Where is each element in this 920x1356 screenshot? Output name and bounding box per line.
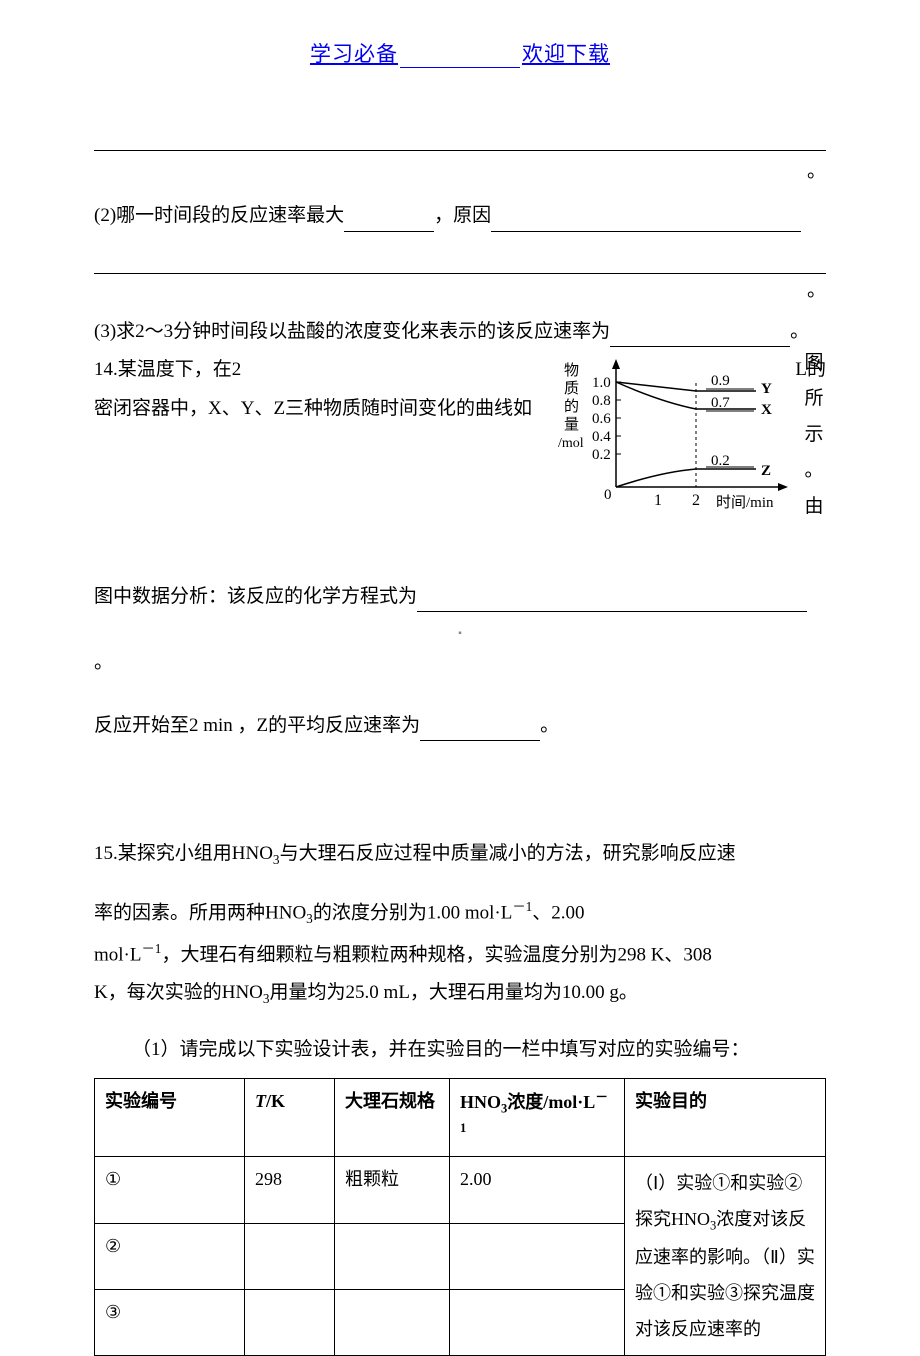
table-row: ① 298 粗颗粒 2.00 （Ⅰ）实验①和实验②探究HNO3浓度对该反应速率的… bbox=[95, 1157, 826, 1223]
label-z: Z bbox=[761, 463, 771, 479]
q14-line1-prefix: 14.某温度下，在2 bbox=[94, 359, 241, 380]
q15-p3: mol·L－1，大理石有细颗粒与粗颗粒两种规格，实验温度分别为298 K、308 bbox=[94, 938, 826, 971]
xtick: 1 bbox=[654, 492, 662, 509]
q2-blank-1 bbox=[344, 209, 434, 232]
q2-blank-2 bbox=[491, 209, 801, 232]
q15-p2: 率的因素。所用两种HNO3的浓度分别为1.00 mol·L－1、2.00 bbox=[94, 896, 826, 929]
ylabel-char: 物 bbox=[564, 362, 579, 379]
ytick: 0.4 bbox=[592, 429, 611, 445]
ylabel-char: 量 bbox=[564, 417, 579, 433]
ytick: 0.8 bbox=[592, 393, 611, 409]
th-conc: HNO3浓度/mol·L－1 bbox=[450, 1078, 625, 1157]
concentration-chart: 物 质 的 量 /mol 1.0 0.8 0.6 0.4 0.2 0 bbox=[556, 347, 796, 517]
side-char: 示 bbox=[802, 417, 826, 453]
q14-line2: 密闭容器中，X、Y、Z三种物质随时间变化的曲线如 bbox=[94, 394, 534, 424]
ytick: 0.2 bbox=[592, 447, 611, 463]
cell-empty bbox=[450, 1223, 625, 1289]
label-y: Y bbox=[761, 381, 772, 397]
x-axis-arrow bbox=[778, 483, 788, 491]
cell-id-3: ③ bbox=[95, 1289, 245, 1355]
th-purpose: 实验目的 bbox=[625, 1078, 826, 1157]
q2-prefix: (2)哪一时间段的反应速率最大 bbox=[94, 205, 344, 226]
q14-line3-text: 图中数据分析：该反应的化学方程式为 bbox=[94, 586, 417, 607]
q2-mid: ，原因 bbox=[434, 205, 491, 226]
q14-line5-a: 反应开始至2 min ，Z的平均反应速率为 bbox=[94, 715, 420, 736]
center-marker: ▪ bbox=[458, 628, 462, 639]
ylabel-char: 的 bbox=[564, 398, 579, 415]
yunit-label: /mol bbox=[558, 436, 584, 451]
side-char: 。 bbox=[802, 453, 826, 489]
q2-blank-line-2 bbox=[94, 252, 826, 275]
q14-rate-blank bbox=[420, 718, 540, 741]
th-spec: 大理石规格 bbox=[335, 1078, 450, 1157]
q14-line5-b: 。 bbox=[540, 715, 559, 736]
blank-full-line bbox=[94, 128, 826, 151]
q15-p1: 15.某探究小组用HNO3与大理石反应过程中质量减小的方法，研究影响反应速 bbox=[94, 839, 826, 870]
line-end-period: 。 bbox=[94, 157, 826, 187]
question-2: (2)哪一时间段的反应速率最大 ，原因 bbox=[94, 201, 826, 231]
q3-end: 。 bbox=[790, 321, 809, 342]
curve-y bbox=[616, 382, 756, 391]
cell-t-1: 298 bbox=[245, 1157, 335, 1223]
cell-id-1: ① bbox=[95, 1157, 245, 1223]
q3-blank bbox=[610, 324, 790, 347]
side-char: 所 bbox=[802, 381, 826, 417]
document-body: 。 (2)哪一时间段的反应速率最大 ，原因 。 (3)求2～3分钟时间段以盐酸的浓… bbox=[0, 68, 920, 1356]
cell-empty bbox=[450, 1289, 625, 1355]
q2-end-period: 。 bbox=[94, 276, 826, 306]
side-char: 图 bbox=[802, 345, 826, 381]
question-14-block: 14.某温度下，在2 L的 密闭容器中，X、Y、Z三种物质随时间变化的曲线如 图… bbox=[94, 355, 826, 582]
cell-id-2: ② bbox=[95, 1223, 245, 1289]
cell-purpose: （Ⅰ）实验①和实验②探究HNO3浓度对该反应速率的影响。（Ⅱ）实验①和实验③探究… bbox=[625, 1157, 826, 1356]
cell-spec-1: 粗颗粒 bbox=[335, 1157, 450, 1223]
cell-empty bbox=[245, 1223, 335, 1289]
ytick: 1.0 bbox=[592, 375, 611, 391]
page-header: 学习必备 欢迎下载 bbox=[0, 0, 920, 68]
q14-eq-blank bbox=[417, 590, 807, 613]
q14-line4: 。 bbox=[94, 648, 826, 678]
label-x: X bbox=[761, 402, 772, 418]
ytick: 0 bbox=[604, 487, 612, 503]
cell-empty bbox=[335, 1223, 450, 1289]
val-x: 0.7 bbox=[711, 395, 730, 411]
experiment-table: 实验编号 T/K 大理石规格 HNO3浓度/mol·L－1 实验目的 ① 298… bbox=[94, 1078, 826, 1356]
cell-empty bbox=[245, 1289, 335, 1355]
question-3: (3)求2～3分钟时间段以盐酸的浓度变化来表示的该反应速率为 。 bbox=[94, 317, 826, 347]
q14-line5: 反应开始至2 min ，Z的平均反应速率为 。 bbox=[94, 711, 826, 741]
curve-x bbox=[616, 382, 756, 409]
q3-text: (3)求2～3分钟时间段以盐酸的浓度变化来表示的该反应速率为 bbox=[94, 321, 610, 342]
cell-empty bbox=[335, 1289, 450, 1355]
q14-side-column: 图 所 示 。 由 bbox=[802, 345, 826, 525]
table-header-row: 实验编号 T/K 大理石规格 HNO3浓度/mol·L－1 实验目的 bbox=[95, 1078, 826, 1157]
th-t: T/K bbox=[245, 1078, 335, 1157]
ytick: 0.6 bbox=[592, 411, 611, 427]
q15-p5: （1）请完成以下实验设计表，并在实验目的一栏中填写对应的实验编号： bbox=[94, 1035, 826, 1065]
curve-z bbox=[616, 469, 756, 487]
q15-p4: K，每次实验的HNO3用量均为25.0 mL，大理石用量均为10.00 g。 bbox=[94, 978, 826, 1009]
side-char: 由 bbox=[802, 489, 826, 525]
cell-conc-1: 2.00 bbox=[450, 1157, 625, 1223]
q14-line3: 图中数据分析：该反应的化学方程式为 bbox=[94, 582, 826, 612]
val-y: 0.9 bbox=[711, 373, 730, 389]
xtick: 2 bbox=[692, 492, 700, 509]
ylabel-char: 质 bbox=[564, 380, 579, 397]
xlabel: 时间/min bbox=[716, 494, 774, 511]
header-gap bbox=[400, 67, 520, 68]
y-axis-arrow bbox=[612, 359, 620, 369]
th-id: 实验编号 bbox=[95, 1078, 245, 1157]
header-left: 学习必备 bbox=[310, 42, 398, 66]
header-right: 欢迎下载 bbox=[522, 42, 610, 66]
